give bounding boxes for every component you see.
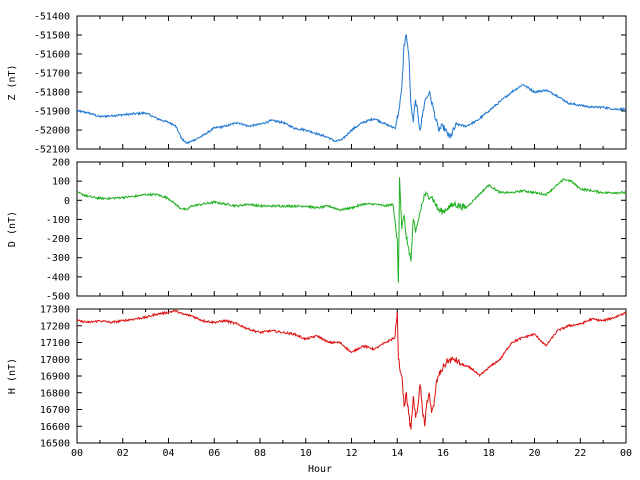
h-y-tick-label: 16800 bbox=[40, 388, 70, 399]
x-tick-label: 00 bbox=[620, 448, 632, 459]
d-y-tick-label: 200 bbox=[52, 158, 70, 169]
x-tick-label: 20 bbox=[528, 448, 540, 459]
h-y-tick-label: 16900 bbox=[40, 372, 70, 383]
z-panel: -51400 -51500 -51600 -51700 -51800 -51900 -520… bbox=[7, 12, 627, 156]
x-tick-label: 12 bbox=[345, 448, 357, 459]
d-y-tick-label: 100 bbox=[52, 177, 70, 188]
z-y-axis-label: Z (nT) bbox=[7, 64, 18, 100]
z-y-tick-label: -51500 bbox=[34, 31, 70, 42]
z-y-tick-label: -52100 bbox=[34, 145, 70, 156]
d-y-tick-label: -200 bbox=[46, 234, 70, 245]
x-tick-label: 04 bbox=[162, 448, 174, 459]
x-axis-label: Hour bbox=[308, 464, 332, 475]
x-tick-label: 16 bbox=[437, 448, 449, 459]
d-panel-frame bbox=[76, 161, 627, 297]
h-y-tick-label: 16500 bbox=[40, 439, 70, 450]
z-y-tick-label: -51800 bbox=[34, 88, 70, 99]
x-tick-label: 00 bbox=[71, 448, 83, 459]
x-tick-label: 10 bbox=[300, 448, 312, 459]
z-y-tick-label: -51400 bbox=[34, 12, 70, 23]
d-series-line bbox=[76, 177, 627, 283]
x-tick-label: 02 bbox=[117, 448, 129, 459]
d-y-tick-label: 0 bbox=[64, 196, 70, 207]
z-y-tick-label: -51700 bbox=[34, 69, 70, 80]
h-y-tick-label: 17200 bbox=[40, 321, 70, 332]
h-y-tick-label: 17000 bbox=[40, 355, 70, 366]
d-y-tick-label: -300 bbox=[46, 253, 70, 264]
z-y-tick-label: -52000 bbox=[34, 126, 70, 137]
d-y-tick-label: -500 bbox=[46, 292, 70, 303]
z-series-line bbox=[76, 34, 627, 145]
d-panel: 200 100 0 -100 -200 -300 -400 -500 D (nT) bbox=[7, 158, 627, 303]
h-y-tick-label: 16600 bbox=[40, 422, 70, 433]
d-y-tick-label: -100 bbox=[46, 215, 70, 226]
z-y-tick-label: -51900 bbox=[34, 107, 70, 118]
x-tick-label: 08 bbox=[254, 448, 266, 459]
x-tick-label: 06 bbox=[208, 448, 220, 459]
h-series-line bbox=[76, 309, 627, 430]
h-y-tick-label: 17100 bbox=[40, 338, 70, 349]
h-panel: 17300 17200 17100 17000 16900 16800 16700 16600… bbox=[7, 305, 627, 450]
x-tick-label: 18 bbox=[483, 448, 495, 459]
h-y-axis-label: H (nT) bbox=[7, 358, 18, 394]
x-tick-label: 14 bbox=[391, 448, 403, 459]
h-y-tick-label: 16700 bbox=[40, 405, 70, 416]
h-panel-frame bbox=[76, 308, 627, 444]
h-y-tick-label: 17300 bbox=[40, 305, 70, 316]
d-y-axis-label: D (nT) bbox=[7, 211, 18, 247]
z-panel-frame bbox=[76, 15, 627, 150]
d-y-tick-label: -400 bbox=[46, 272, 70, 283]
x-tick-label: 22 bbox=[574, 448, 586, 459]
z-y-tick-label: -51600 bbox=[34, 50, 70, 61]
